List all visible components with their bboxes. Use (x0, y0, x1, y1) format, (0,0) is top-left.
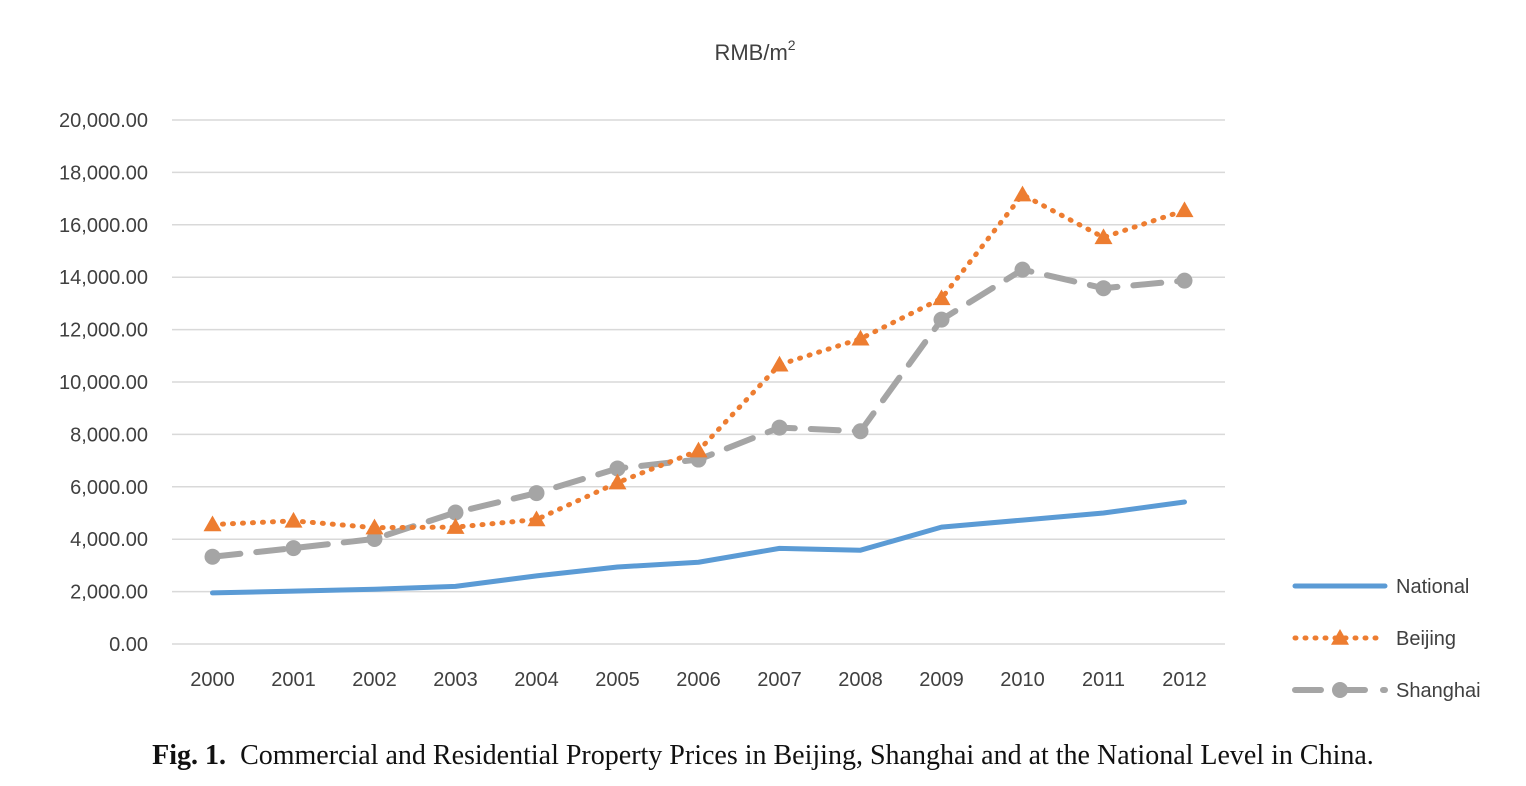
data-point (284, 511, 303, 528)
y-tick-label: 18,000.00 (59, 162, 148, 184)
data-point (933, 311, 950, 328)
data-point (447, 504, 464, 521)
series-national (210, 499, 1187, 596)
legend-item-beijing: Beijing (1292, 628, 1456, 650)
y-tick-label: 20,000.00 (59, 110, 148, 132)
x-tick-label: 2010 (1000, 669, 1045, 691)
x-axis-tick-labels: 2000 2001 2002 2003 2004 2005 2006 2007 2008 2009… (190, 669, 1207, 691)
x-tick-label: 2009 (919, 669, 964, 691)
data-point (771, 419, 788, 436)
data-point (285, 540, 302, 557)
y-tick-label: 0.00 (109, 634, 148, 656)
figure-caption-text: Commercial and Residential Property Pric… (240, 740, 1374, 771)
data-point (1095, 280, 1112, 297)
legend-label: Shanghai (1396, 680, 1481, 702)
y-axis-unit-superscript: 2 (788, 37, 796, 53)
series-line-national (210, 499, 1187, 596)
data-point (932, 289, 951, 306)
data-point (852, 423, 869, 440)
legend-marker (1331, 629, 1349, 645)
x-tick-label: 2003 (433, 669, 478, 691)
series-line-shanghai (209, 266, 1188, 560)
y-tick-label: 14,000.00 (59, 267, 148, 289)
data-point (365, 518, 384, 535)
x-tick-label: 2007 (757, 669, 802, 691)
x-tick-label: 2000 (190, 669, 235, 691)
data-point (609, 460, 626, 477)
series-line-beijing (210, 192, 1187, 531)
y-axis-unit-label: RMB/m2 (714, 37, 795, 65)
x-tick-label: 2005 (595, 669, 640, 691)
data-point (1014, 261, 1031, 278)
y-tick-label: 4,000.00 (70, 529, 148, 551)
legend-label: Beijing (1396, 628, 1456, 650)
x-tick-label: 2002 (352, 669, 397, 691)
figure-caption: Fig. 1. Commercial and Residential Proper… (0, 740, 1526, 772)
legend: National Beijing Shanghai (1292, 576, 1481, 702)
x-tick-label: 2012 (1162, 669, 1207, 691)
y-tick-label: 2,000.00 (70, 582, 148, 604)
line-chart: RMB/m2 0.00 2,000.00 4,000.00 6,000.00 8,000… (59, 37, 1481, 702)
data-point (1175, 201, 1194, 218)
data-point (527, 510, 546, 527)
data-point (770, 355, 789, 372)
data-point (608, 473, 627, 490)
data-point (1013, 185, 1032, 202)
series-lines (203, 185, 1194, 596)
x-tick-label: 2011 (1082, 669, 1125, 691)
data-point (851, 329, 870, 346)
x-tick-label: 2006 (676, 669, 721, 691)
legend-item-shanghai: Shanghai (1292, 680, 1481, 702)
data-point (1094, 228, 1113, 245)
y-axis-unit-text: RMB/m (714, 40, 787, 65)
x-tick-label: 2001 (271, 669, 316, 691)
legend-label: National (1396, 576, 1469, 598)
y-tick-label: 6,000.00 (70, 477, 148, 499)
gridlines (172, 119, 1225, 645)
data-point (689, 441, 708, 458)
data-point (1176, 272, 1193, 289)
x-tick-label: 2008 (838, 669, 883, 691)
data-point (203, 515, 222, 532)
y-tick-label: 12,000.00 (59, 320, 148, 342)
data-point (528, 485, 545, 502)
y-tick-label: 8,000.00 (70, 424, 148, 446)
legend-item-national: National (1292, 576, 1469, 598)
data-point (204, 548, 221, 565)
series-beijing (203, 185, 1194, 535)
data-point (366, 530, 383, 547)
y-tick-label: 16,000.00 (59, 215, 148, 237)
y-tick-label: 10,000.00 (59, 372, 148, 394)
x-tick-label: 2004 (514, 669, 559, 691)
figure-caption-prefix: Fig. 1. (152, 740, 227, 771)
legend-marker (1332, 682, 1348, 698)
data-point (446, 518, 465, 534)
y-axis-tick-labels: 0.00 2,000.00 4,000.00 6,000.00 8,000.00 10,0… (59, 110, 148, 656)
